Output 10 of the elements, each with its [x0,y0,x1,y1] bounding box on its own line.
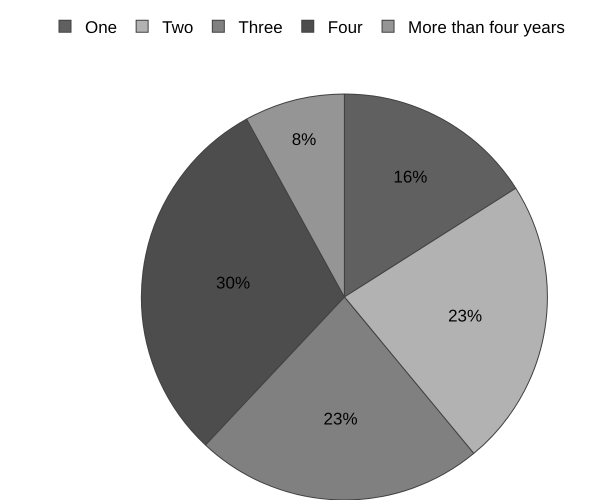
data-label: 8% [292,130,316,150]
data-label: 23% [324,410,358,429]
legend-label: Four [328,18,364,37]
legend-label: More than four years [408,18,565,37]
legend-label: One [85,18,118,37]
legend-label: Three [238,18,283,37]
data-label: 16% [393,167,428,186]
data-label: 23% [448,306,482,326]
legend-label: Two [162,18,194,37]
data-label: 30% [216,273,250,292]
